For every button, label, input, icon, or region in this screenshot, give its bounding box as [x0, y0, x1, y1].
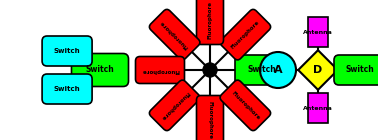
Text: Switch: Switch	[54, 48, 81, 54]
FancyBboxPatch shape	[71, 53, 129, 87]
Text: Switch: Switch	[248, 66, 276, 74]
Text: Fluorophore: Fluorophore	[230, 19, 260, 50]
FancyBboxPatch shape	[308, 93, 328, 123]
FancyBboxPatch shape	[42, 36, 92, 66]
FancyBboxPatch shape	[149, 9, 200, 60]
FancyBboxPatch shape	[308, 17, 328, 47]
Text: Switch: Switch	[86, 66, 115, 74]
FancyBboxPatch shape	[197, 95, 223, 140]
FancyBboxPatch shape	[197, 0, 223, 45]
Text: Fluorophore: Fluorophore	[141, 67, 179, 73]
FancyBboxPatch shape	[135, 57, 184, 83]
Text: Fluorophore: Fluorophore	[160, 19, 190, 50]
Text: A: A	[274, 65, 282, 75]
Text: Fluorophore: Fluorophore	[160, 90, 190, 121]
FancyBboxPatch shape	[220, 80, 271, 131]
FancyBboxPatch shape	[298, 50, 338, 90]
Text: D: D	[313, 65, 323, 75]
Text: Switch: Switch	[345, 66, 374, 74]
Circle shape	[260, 52, 296, 88]
Text: Fluorophore: Fluorophore	[208, 101, 212, 139]
FancyBboxPatch shape	[42, 74, 92, 104]
Text: Switch: Switch	[54, 86, 81, 92]
FancyBboxPatch shape	[334, 55, 378, 85]
Circle shape	[203, 63, 217, 77]
FancyBboxPatch shape	[220, 9, 271, 60]
Text: Antenna: Antenna	[303, 106, 333, 110]
Text: Antenna: Antenna	[303, 30, 333, 34]
Text: Fluorophore: Fluorophore	[230, 90, 260, 121]
FancyBboxPatch shape	[149, 80, 200, 131]
FancyBboxPatch shape	[235, 55, 289, 85]
Text: Fluorophore: Fluorophore	[208, 1, 212, 39]
